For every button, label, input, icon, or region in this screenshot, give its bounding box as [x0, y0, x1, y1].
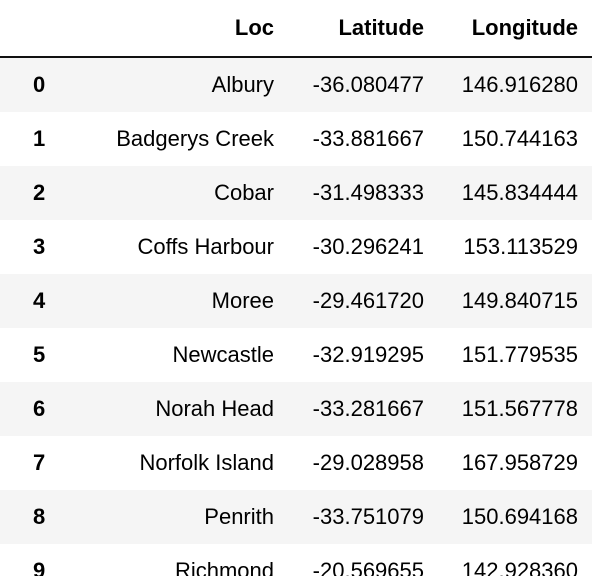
column-header-loc: Loc [92, 0, 288, 58]
table-row: 6 Norah Head -33.281667 151.567778 [0, 382, 592, 436]
cell-loc: Penrith [204, 504, 274, 529]
column-header-latitude: Latitude [288, 0, 438, 58]
table-row: 1 Badgerys Creek -33.881667 150.744163 [0, 112, 592, 166]
table-body: 0 Albury -36.080477 146.916280 1 Badgery… [0, 57, 592, 576]
row-index: 0 [33, 72, 46, 97]
cell-loc: Moree [211, 288, 274, 313]
cell-longitude: 151.779535 [461, 342, 578, 367]
index-column-header [0, 0, 92, 58]
cell-loc: Richmond [174, 558, 274, 576]
cell-loc: Norfolk Island [139, 450, 274, 475]
table-row: 8 Penrith -33.751079 150.694168 [0, 490, 592, 544]
cell-longitude: 153.113529 [463, 234, 578, 259]
header-row: Loc Latitude Longitude [0, 0, 592, 58]
cell-latitude: -33.881667 [312, 126, 424, 151]
table-row: 9 Richmond -20.569655 142.928360 [0, 544, 592, 576]
cell-longitude: 150.744163 [461, 126, 578, 151]
cell-latitude: -20.569655 [312, 558, 424, 576]
cell-latitude: -32.919295 [312, 342, 424, 367]
table-header: Loc Latitude Longitude [0, 0, 592, 58]
cell-longitude: 149.840715 [461, 288, 578, 313]
cell-loc: Cobar [214, 180, 274, 205]
row-index: 2 [33, 180, 46, 205]
cell-longitude: 151.567778 [461, 396, 578, 421]
table-row: 2 Cobar -31.498333 145.834444 [0, 166, 592, 220]
cell-longitude: 142.928360 [461, 558, 578, 576]
row-index: 5 [33, 342, 46, 367]
table-row: 3 Coffs Harbour -30.296241 153.113529 [0, 220, 592, 274]
cell-latitude: -31.498333 [312, 180, 424, 205]
cell-latitude: -29.028958 [312, 450, 424, 475]
cell-loc: Badgerys Creek [116, 126, 274, 151]
row-index: 6 [33, 396, 46, 421]
cell-longitude: 146.916280 [461, 72, 578, 97]
table-row: 0 Albury -36.080477 146.916280 [0, 57, 592, 112]
cell-latitude: -33.281667 [312, 396, 424, 421]
row-index: 3 [33, 234, 46, 259]
cell-latitude: -29.461720 [312, 288, 424, 313]
cell-longitude: 145.834444 [461, 180, 578, 205]
cell-latitude: -36.080477 [312, 72, 424, 97]
cell-longitude: 167.958729 [461, 450, 578, 475]
table-row: 4 Moree -29.461720 149.840715 [0, 274, 592, 328]
table-row: 5 Newcastle -32.919295 151.779535 [0, 328, 592, 382]
cell-loc: Newcastle [172, 342, 274, 367]
row-index: 4 [33, 288, 46, 313]
cell-loc: Coffs Harbour [137, 234, 274, 259]
column-header-longitude: Longitude [438, 0, 592, 58]
cell-loc: Albury [211, 72, 274, 97]
row-index: 8 [33, 504, 46, 529]
cell-loc: Norah Head [155, 396, 274, 421]
row-index: 9 [33, 558, 46, 576]
row-index: 1 [33, 126, 46, 151]
row-index: 7 [33, 450, 46, 475]
table-row: 7 Norfolk Island -29.028958 167.958729 [0, 436, 592, 490]
cell-latitude: -30.296241 [312, 234, 424, 259]
cell-longitude: 150.694168 [461, 504, 578, 529]
cell-latitude: -33.751079 [312, 504, 424, 529]
